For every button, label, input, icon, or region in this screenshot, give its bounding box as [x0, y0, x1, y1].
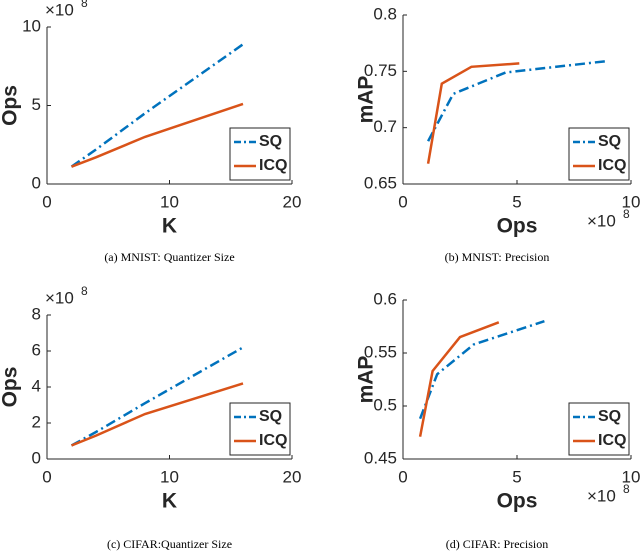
x-tick-label: 10: [622, 192, 640, 211]
y-tick-label: 0.7: [373, 117, 397, 136]
y-multiplier-exponent: 8: [81, 0, 88, 10]
legend-box: [568, 402, 630, 456]
x-tick-label: 10: [160, 467, 179, 486]
y-tick-label: 0.6: [373, 289, 397, 308]
y-tick-label: 4: [32, 376, 41, 395]
x-multiplier-exponent: 8: [623, 207, 630, 221]
legend-label: SQ: [598, 133, 621, 150]
legend-box: [229, 402, 291, 456]
y-tick-label: 0.75: [364, 61, 397, 80]
legend-label: SQ: [259, 133, 282, 150]
series-line: [71, 102, 244, 168]
series-line: [426, 62, 520, 164]
x-tick-label: 20: [283, 192, 302, 211]
series-line: [71, 382, 244, 447]
series-line: [70, 346, 244, 447]
y-tick-label: 8: [32, 304, 41, 323]
x-tick-label: 0: [398, 467, 407, 486]
y-tick-label: 0.55: [364, 342, 397, 361]
y-axis-label: Ops: [0, 367, 22, 408]
x-multiplier: ×10: [587, 486, 616, 505]
y-axis-label: mAP: [355, 356, 378, 404]
series-line: [418, 320, 545, 420]
legend-label: ICQ: [259, 432, 287, 449]
y-tick-label: 0: [32, 173, 41, 192]
y-multiplier: ×10: [45, 288, 74, 307]
x-tick-label: 5: [512, 192, 521, 211]
x-tick-label: 10: [160, 192, 179, 211]
y-tick-label: 0: [32, 448, 41, 467]
caption: (b) MNIST: Precision: [445, 250, 550, 264]
x-axis-label: Ops: [497, 215, 538, 238]
legend-label: ICQ: [259, 157, 287, 174]
x-axis-label: Ops: [497, 490, 538, 513]
series-line: [70, 43, 244, 168]
legend-box: [229, 127, 291, 181]
y-axis-label: Ops: [0, 85, 22, 126]
y-axis-label: mAP: [355, 76, 378, 124]
series-line: [426, 59, 607, 142]
series-line: [418, 321, 500, 437]
x-tick-label: 5: [512, 467, 521, 486]
y-tick-label: 0.65: [364, 173, 397, 192]
x-tick-label: 0: [42, 192, 51, 211]
y-multiplier-exponent: 8: [81, 284, 88, 298]
y-tick-label: 2: [32, 412, 41, 431]
y-tick-label: 0.45: [364, 448, 397, 467]
x-tick-label: 10: [622, 467, 640, 486]
x-multiplier: ×10: [587, 211, 616, 230]
x-axis-label: K: [162, 215, 177, 238]
y-tick-label: 6: [32, 340, 41, 359]
x-tick-label: 0: [398, 192, 407, 211]
x-axis-label: K: [162, 490, 177, 513]
y-tick-label: 10: [22, 16, 41, 35]
y-tick-label: 0.5: [373, 395, 397, 414]
x-tick-label: 0: [42, 467, 51, 486]
caption: (c) CIFAR:Quantizer Size: [107, 537, 232, 551]
legend-label: SQ: [598, 408, 621, 425]
legend-label: ICQ: [598, 432, 626, 449]
x-tick-label: 20: [283, 467, 302, 486]
caption: (a) MNIST: Quantizer Size: [104, 250, 234, 264]
legend-box: [568, 127, 630, 181]
legend-label: ICQ: [598, 157, 626, 174]
y-tick-label: 5: [32, 95, 41, 114]
y-multiplier: ×10: [45, 0, 74, 19]
caption: (d) CIFAR: Precision: [446, 537, 548, 551]
y-tick-label: 0.8: [373, 4, 397, 23]
legend-label: SQ: [259, 408, 282, 425]
x-multiplier-exponent: 8: [623, 482, 630, 496]
